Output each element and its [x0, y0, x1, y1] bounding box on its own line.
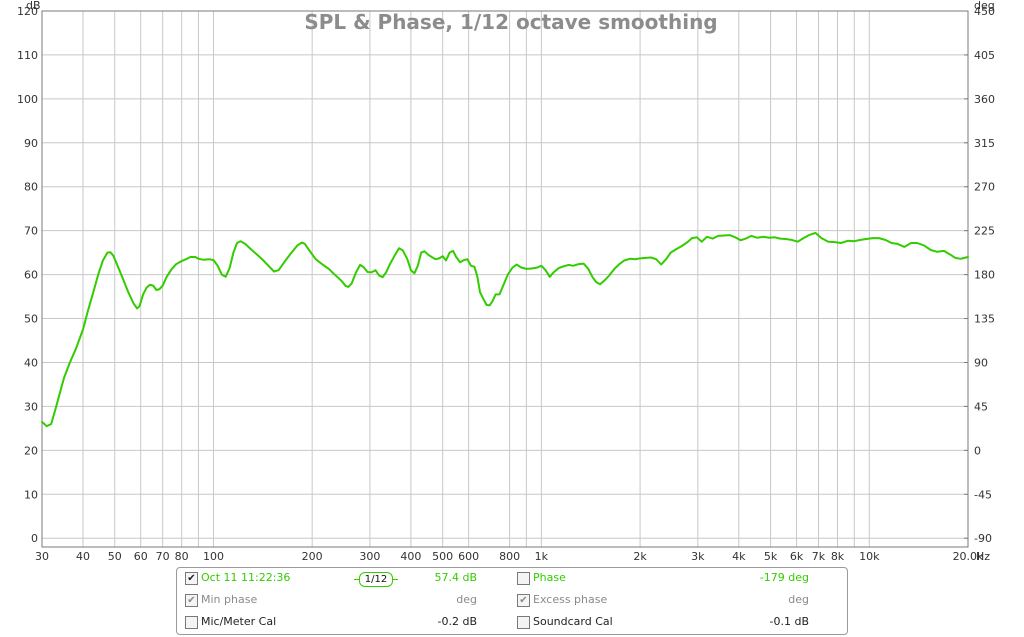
- x-tick-label: 300: [359, 550, 380, 563]
- min-phase-checkbox[interactable]: ✔: [185, 594, 198, 607]
- soundcard-cal-value: -0.1 dB: [769, 615, 810, 628]
- excess-phase-value: deg: [788, 593, 809, 606]
- spl-series-line: [41, 231, 969, 428]
- x-tick-label: 100: [203, 550, 224, 563]
- y2-tick-label: 270: [974, 181, 995, 194]
- x-tick-label: 600: [458, 550, 479, 563]
- x-tick-label: 7k: [812, 550, 826, 563]
- x-tick-label: 2k: [633, 550, 647, 563]
- smoothing-badge[interactable]: 1/12: [354, 572, 398, 587]
- y2-tick-label: -90: [974, 532, 992, 545]
- x-tick-label: 60: [134, 550, 148, 563]
- legend-row-min-phase: ✔ Min phase deg ✔ Excess phase deg: [177, 591, 847, 609]
- chart-title: SPL & Phase, 1/12 octave smoothing: [304, 10, 717, 34]
- legend-row-measurement: ✔ Oct 11 11:22:36 1/12 57.4 dB Phase -17…: [177, 569, 847, 587]
- tick-labels: 30 40 50 60 70 80 100 200 300 400 500 600 800 1k 2k 3k 4…: [17, 5, 995, 563]
- y2-tick-label: 360: [974, 93, 995, 106]
- y2-tick-label: 45: [974, 400, 988, 413]
- mic-cal-value: -0.2 dB: [437, 615, 478, 628]
- mic-cal-checkbox[interactable]: [185, 616, 198, 629]
- x-unit-label: Hz: [976, 550, 990, 563]
- x-tick-label: 50: [108, 550, 122, 563]
- y2-tick-label: 0: [974, 444, 981, 457]
- x-tick-label: 200: [302, 550, 323, 563]
- phase-checkbox[interactable]: [517, 572, 530, 585]
- x-tick-label: 40: [76, 550, 90, 563]
- x-tick-label: 10k: [859, 550, 880, 563]
- min-phase-label: Min phase: [201, 593, 258, 606]
- y-tick-label: 0: [31, 532, 38, 545]
- x-tick-label: 500: [432, 550, 453, 563]
- measurement-name: Oct 11 11:22:36: [201, 571, 291, 584]
- y-tick-label: 60: [24, 269, 38, 282]
- x-tick-label: 800: [499, 550, 520, 563]
- y-tick-label: 10: [24, 488, 38, 501]
- spl-phase-chart: 30 40 50 60 70 80 100 200 300 400 500 600 800 1k 2k 3k 4…: [17, 0, 995, 563]
- y-tick-label: 20: [24, 444, 38, 457]
- smoothing-badge-text: 1/12: [364, 574, 388, 585]
- x-tick-label: 80: [175, 550, 189, 563]
- y-tick-label: 110: [17, 49, 38, 62]
- x-tick-label: 1k: [535, 550, 549, 563]
- y-tick-label: 50: [24, 313, 38, 326]
- y2-tick-label: 135: [974, 313, 995, 326]
- right-unit-label: deg: [974, 0, 995, 12]
- x-tick-label: 6k: [790, 550, 804, 563]
- y-tick-label: 90: [24, 137, 38, 150]
- x-tick-label: 8k: [831, 550, 845, 563]
- excess-phase-checkbox[interactable]: ✔: [517, 594, 530, 607]
- y2-tick-label: -45: [974, 488, 992, 501]
- y2-tick-label: 180: [974, 269, 995, 282]
- y2-tick-label: 405: [974, 49, 995, 62]
- mic-cal-label: Mic/Meter Cal: [201, 615, 277, 628]
- x-tick-label: 400: [400, 550, 421, 563]
- y-tick-label: 100: [17, 93, 38, 106]
- measurement-checkbox[interactable]: ✔: [185, 572, 198, 585]
- y-tick-label: 80: [24, 181, 38, 194]
- phase-value: -179 deg: [759, 571, 809, 584]
- y-tick-label: 30: [24, 400, 38, 413]
- y-tick-label: 40: [24, 356, 38, 369]
- soundcard-cal-checkbox[interactable]: [517, 616, 530, 629]
- y2-tick-label: 450: [974, 5, 995, 18]
- x-tick-label: 30: [35, 550, 49, 563]
- y2-tick-label: 315: [974, 137, 995, 150]
- x-tick-label: 4k: [732, 550, 746, 563]
- phase-label: Phase: [533, 571, 566, 584]
- y-tick-label: 120: [17, 5, 38, 18]
- legend-row-calibration: Mic/Meter Cal -0.2 dB Soundcard Cal -0.1…: [177, 613, 847, 631]
- x-tick-label: 70: [156, 550, 170, 563]
- series-layer: [41, 231, 969, 428]
- y2-tick-label: 225: [974, 225, 995, 238]
- x-tick-label: 3k: [691, 550, 705, 563]
- plot-frame: [41, 10, 969, 548]
- excess-phase-label: Excess phase: [533, 593, 608, 606]
- soundcard-cal-label: Soundcard Cal: [533, 615, 613, 628]
- legend-panel: ✔ Oct 11 11:22:36 1/12 57.4 dB Phase -17…: [176, 567, 848, 635]
- measurement-value: 57.4 dB: [434, 571, 477, 584]
- x-tick-label: 5k: [764, 550, 778, 563]
- y2-tick-label: 90: [974, 356, 988, 369]
- y-tick-label: 70: [24, 225, 38, 238]
- x-tick-label: 20.0k: [953, 550, 984, 563]
- min-phase-value: deg: [456, 593, 477, 606]
- left-unit-label: dB: [26, 0, 41, 12]
